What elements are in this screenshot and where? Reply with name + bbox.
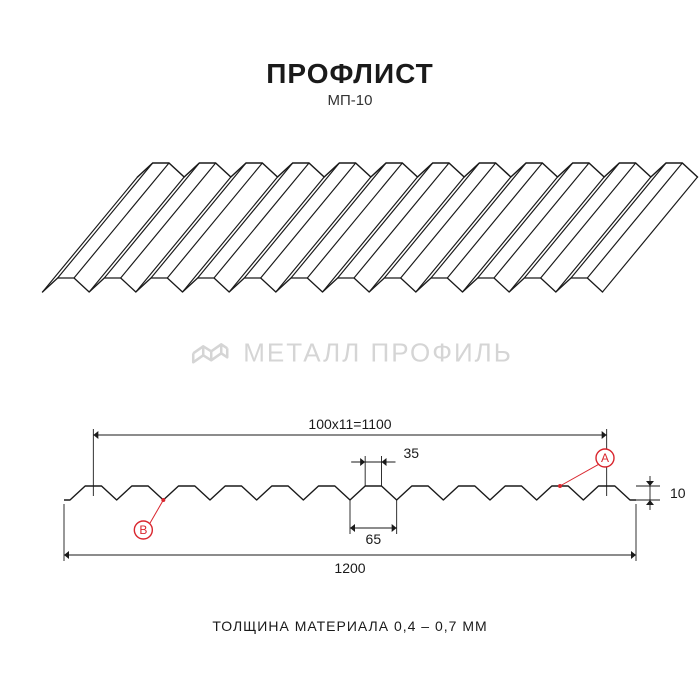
svg-text:65: 65 (366, 531, 382, 547)
material-thickness-note: ТОЛЩИНА МАТЕРИАЛА 0,4 – 0,7 ММ (0, 618, 700, 634)
svg-text:1200: 1200 (334, 560, 365, 576)
watermark-logo-icon (187, 329, 233, 375)
cross-section-view: 100x11=1100 1200 35 65 10 A B (0, 390, 700, 600)
svg-text:100x11=1100: 100x11=1100 (308, 416, 391, 432)
svg-text:A: A (601, 451, 609, 465)
page-title: ПРОФЛИСТ (0, 58, 700, 90)
page-subtitle: МП-10 (0, 92, 700, 109)
svg-text:10: 10 (670, 485, 686, 501)
watermark: МЕТАЛЛ ПРОФИЛЬ (187, 329, 513, 375)
svg-text:B: B (139, 523, 147, 537)
svg-text:35: 35 (404, 445, 420, 461)
watermark-text: МЕТАЛЛ ПРОФИЛЬ (243, 337, 513, 368)
isometric-profile-view (0, 145, 700, 315)
